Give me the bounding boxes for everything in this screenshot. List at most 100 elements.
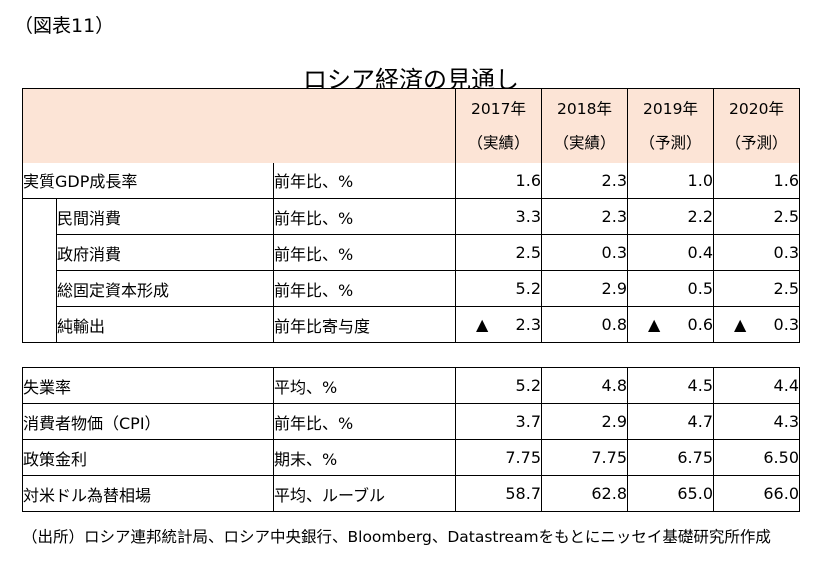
value-cell: ▲ 0.3 (713, 306, 800, 343)
row-unit: 前年比、% (273, 270, 456, 307)
value: 7.75 (591, 448, 627, 467)
value-cell: 4.3 (713, 403, 800, 440)
value: 4.7 (687, 412, 713, 431)
value-cell: 2.2 (627, 198, 714, 235)
value: 5.2 (515, 376, 541, 395)
negative-marker: ▲ (476, 315, 489, 334)
value-cell: 4.8 (541, 367, 628, 404)
value: 1.6 (515, 170, 541, 190)
table-row: 対米ドル為替相場 平均、ルーブル 58.7 62.8 65.0 66.0 (22, 475, 800, 512)
indent-cell (22, 270, 57, 307)
value-cell: 0.3 (541, 234, 628, 271)
value-cell: ▲ 2.3 (455, 306, 542, 343)
value-cell: 7.75 (541, 439, 628, 476)
value: 1.6 (773, 170, 799, 190)
row-name: 実質GDP成長率 (22, 162, 274, 199)
value: 0.8 (601, 315, 627, 334)
value-cell: 2.5 (713, 270, 800, 307)
value-cell: 7.75 (455, 439, 542, 476)
negative-marker: ▲ (648, 315, 661, 334)
row-unit: 平均、% (273, 367, 456, 404)
value-cell: 6.75 (627, 439, 714, 476)
value-cell: 2.5 (713, 198, 800, 235)
value: 2.9 (601, 279, 627, 298)
header-year-type: （予測） (639, 133, 702, 152)
source-note: （出所）ロシア連邦統計局、ロシア中央銀行、Bloomberg、Datastrea… (22, 528, 771, 546)
row-unit: 前年比、% (273, 234, 456, 271)
indent-cell (22, 198, 57, 235)
value-cell: 4.7 (627, 403, 714, 440)
header-year-label: 2017年 (471, 99, 526, 118)
forecast-table: 2017年 （実績） 2018年 （実績） 2019年 （予測） 2020年 （予測） 実質GD… (22, 88, 800, 512)
value: 0.3 (773, 315, 799, 334)
header-year-3: 2020年 （予測） (713, 88, 800, 163)
value-cell: 2.5 (455, 234, 542, 271)
header-year-1: 2018年 （実績） (541, 88, 628, 163)
header-year-type: （実績） (553, 133, 616, 152)
header-year-label: 2020年 (729, 99, 784, 118)
value-cell: 4.5 (627, 367, 714, 404)
header-year-label: 2019年 (643, 99, 698, 118)
value: 6.50 (763, 448, 799, 467)
value-cell: 0.4 (627, 234, 714, 271)
table-row: 政府消費 前年比、% 2.5 0.3 0.4 0.3 (22, 234, 800, 271)
value-cell: 0.3 (713, 234, 800, 271)
row-unit: 前年比寄与度 (273, 306, 456, 343)
value-cell: 2.9 (541, 270, 628, 307)
indent-cell (22, 306, 57, 343)
value: 4.5 (687, 376, 713, 395)
value: 7.75 (505, 448, 541, 467)
value-cell: 3.7 (455, 403, 542, 440)
header-blank (22, 88, 456, 163)
header-year-label: 2018年 (557, 99, 612, 118)
value: 2.2 (687, 207, 713, 226)
value: 0.5 (687, 279, 713, 298)
spacer-row (23, 343, 800, 368)
table-row: 失業率 平均、% 5.2 4.8 4.5 4.4 (22, 367, 800, 404)
value: 2.3 (601, 170, 627, 190)
table-row: 総固定資本形成 前年比、% 5.2 2.9 0.5 2.5 (22, 270, 800, 307)
value: 5.2 (515, 279, 541, 298)
value: 4.4 (773, 376, 799, 395)
value-cell: 1.6 (455, 162, 542, 199)
row-name: 純輸出 (56, 306, 274, 343)
value-cell: 3.3 (455, 198, 542, 235)
value: 2.3 (601, 207, 627, 226)
row-unit: 平均、ルーブル (273, 475, 456, 512)
row-unit: 前年比、% (273, 198, 456, 235)
header-year-0: 2017年 （実績） (455, 88, 542, 163)
value: 62.8 (591, 484, 627, 503)
value: 3.3 (515, 207, 541, 226)
value-cell: 4.4 (713, 367, 800, 404)
row-unit: 前年比、% (273, 162, 456, 199)
negative-marker: ▲ (734, 315, 747, 334)
value: 2.5 (773, 279, 799, 298)
row-unit: 期末、% (273, 439, 456, 476)
row-name: 政策金利 (22, 439, 274, 476)
value: 2.3 (515, 315, 541, 334)
value: 2.5 (773, 207, 799, 226)
figure-label: （図表11） (14, 15, 115, 37)
value-cell: 1.6 (713, 162, 800, 199)
value-cell: 2.3 (541, 162, 628, 199)
header-year-type: （実績） (467, 133, 530, 152)
table-row: 民間消費 前年比、% 3.3 2.3 2.2 2.5 (22, 198, 800, 235)
value: 66.0 (763, 484, 799, 503)
header-year-2: 2019年 （予測） (627, 88, 714, 163)
value-cell: 2.9 (541, 403, 628, 440)
value: 0.3 (601, 243, 627, 262)
value: 2.9 (601, 412, 627, 431)
value-cell: 1.0 (627, 162, 714, 199)
value-cell: 65.0 (627, 475, 714, 512)
value: 0.3 (773, 243, 799, 262)
value: 0.6 (687, 315, 713, 334)
value-cell: 5.2 (455, 270, 542, 307)
value: 65.0 (677, 484, 713, 503)
value: 0.4 (687, 243, 713, 262)
value: 4.3 (773, 412, 799, 431)
table-row: 実質GDP成長率 前年比、% 1.6 2.3 1.0 1.6 (22, 162, 800, 199)
value: 4.8 (601, 376, 627, 395)
value: 1.0 (687, 170, 713, 190)
table-row: 消費者物価（CPI） 前年比、% 3.7 2.9 4.7 4.3 (22, 403, 800, 440)
indent-cell (22, 234, 57, 271)
